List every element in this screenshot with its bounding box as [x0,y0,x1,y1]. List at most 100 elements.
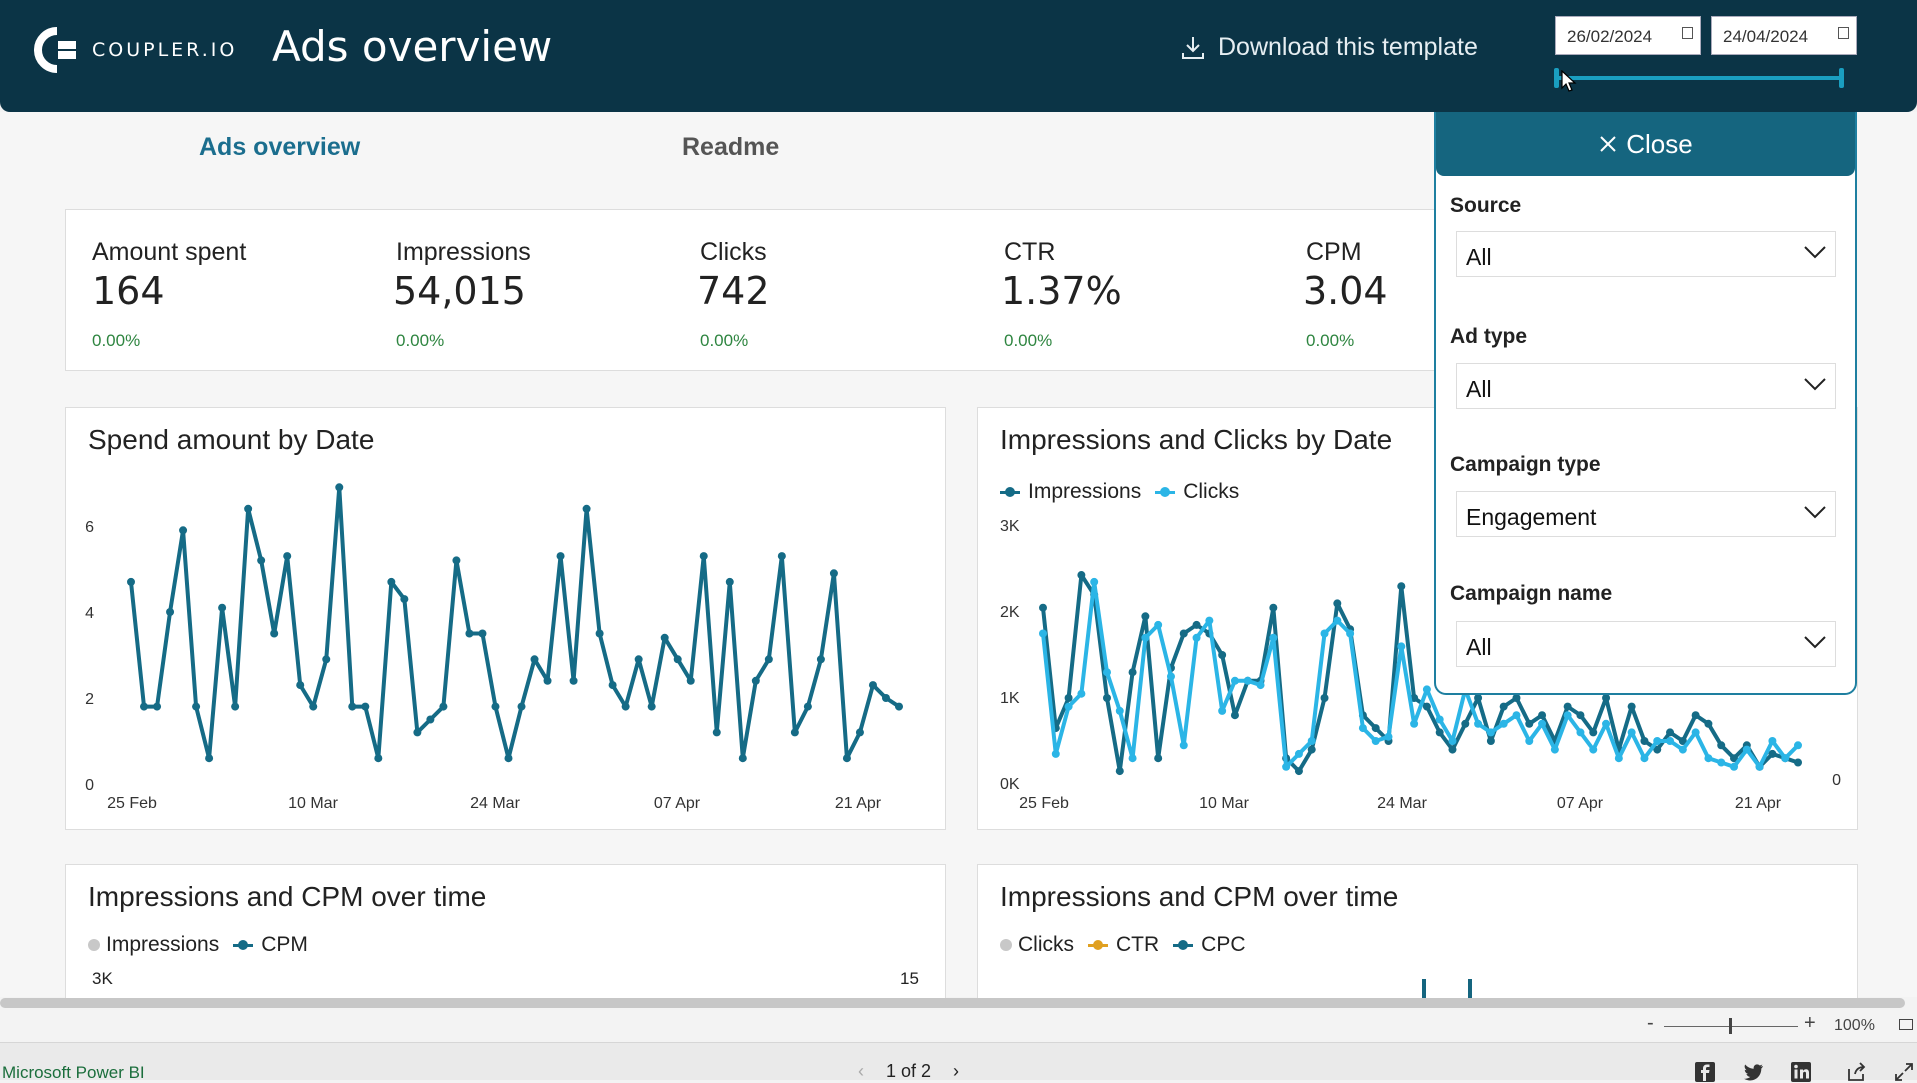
clicks-point[interactable] [1090,577,1099,586]
campaign-type-dropdown[interactable]: Engagement [1456,491,1836,537]
spend-point[interactable] [205,754,214,763]
spend-point[interactable] [244,504,253,513]
impressions-point[interactable] [1371,724,1380,733]
clicks-point[interactable] [1589,745,1598,754]
impressions-point[interactable] [1397,582,1406,591]
impressions-point[interactable] [1666,728,1675,737]
spend-point[interactable] [530,655,539,664]
spend-point[interactable] [699,552,708,561]
clicks-point[interactable] [1550,745,1559,754]
spend-point[interactable] [283,552,292,561]
spend-point[interactable] [686,676,695,685]
spend-point[interactable] [504,754,513,763]
impressions-point[interactable] [1077,571,1086,580]
impressions-point[interactable] [1154,754,1163,763]
impressions-point[interactable] [1499,702,1508,711]
spend-point[interactable] [543,676,552,685]
spend-point[interactable] [608,681,617,690]
impressions-point[interactable] [1435,728,1444,737]
spend-point[interactable] [218,603,227,612]
clicks-point[interactable] [1333,616,1342,625]
spend-point[interactable] [829,569,838,578]
clicks-point[interactable] [1166,672,1175,681]
spend-point[interactable] [348,702,357,711]
spend-point[interactable] [335,483,344,492]
spend-point[interactable] [439,702,448,711]
clicks-point[interactable] [1538,719,1547,728]
spend-point[interactable] [855,728,864,737]
spend-point[interactable] [374,754,383,763]
clicks-point[interactable] [1666,737,1675,745]
impressions-point[interactable] [1589,728,1598,737]
impressions-clicks-chart[interactable]: 0K 1K 2K 3K 0 25 Feb 10 Mar 24 Mar 07 Apr 21 Apr [978,408,1857,829]
clicks-point[interactable] [1576,728,1585,737]
impressions-point[interactable] [1128,668,1137,677]
clicks-point[interactable] [1525,737,1534,745]
spend-point[interactable] [725,577,734,586]
spend-point[interactable] [309,702,318,711]
clicks-point[interactable] [1371,737,1380,745]
impressions-point[interactable] [1422,702,1431,711]
impressions-point[interactable] [1115,767,1124,776]
clicks-point[interactable] [1448,737,1457,745]
zoom-in-button[interactable]: + [1804,1012,1816,1034]
spend-point[interactable] [647,702,656,711]
impressions-point[interactable] [1602,694,1611,702]
spend-point[interactable] [413,728,422,737]
spend-point[interactable] [895,702,903,711]
clicks-point[interactable] [1602,719,1611,728]
spend-point[interactable] [777,552,786,561]
impressions-point[interactable] [1461,719,1470,728]
calendar-icon[interactable] [1838,27,1849,39]
previous-page-icon[interactable]: ‹ [858,1061,864,1081]
date-slider-end-handle[interactable] [1839,68,1844,88]
clicks-point[interactable] [1794,741,1802,750]
spend-point[interactable] [751,676,760,685]
fullscreen-icon[interactable] [1893,1061,1915,1083]
clicks-point[interactable] [1077,689,1086,698]
clicks-point[interactable] [1614,754,1623,763]
ad-type-dropdown[interactable]: All [1456,363,1836,409]
impressions-point[interactable] [1307,745,1316,754]
spend-point[interactable] [452,556,461,565]
spend-point[interactable] [322,655,331,664]
close-button[interactable]: Close [1436,112,1855,176]
impressions-point[interactable] [1538,711,1547,720]
clicks-point[interactable] [1768,737,1777,745]
impressions-point[interactable] [1627,702,1636,711]
spend-point[interactable] [270,629,279,638]
impressions-point[interactable] [1448,745,1457,754]
clicks-point[interactable] [1474,719,1483,728]
clicks-point[interactable] [1205,616,1214,625]
spend-point[interactable] [764,655,773,664]
impressions-point[interactable] [1474,694,1483,702]
next-page-icon[interactable]: › [953,1061,960,1081]
clicks-point[interactable] [1397,642,1406,651]
spend-point[interactable] [556,552,565,561]
tab-readme[interactable]: Readme [682,133,780,161]
impressions-point[interactable] [1794,758,1802,767]
impressions-point[interactable] [1039,603,1047,612]
clicks-point[interactable] [1269,633,1278,642]
tab-ads-overview[interactable]: Ads overview [199,133,361,161]
impressions-point[interactable] [1512,694,1521,702]
clicks-point[interactable] [1512,711,1521,720]
spend-point[interactable] [465,629,474,638]
spend-point[interactable] [673,655,682,664]
source-dropdown[interactable]: All [1456,231,1836,277]
zoom-slider-handle[interactable] [1729,1018,1732,1034]
clicks-point[interactable] [1051,749,1060,758]
spend-point[interactable] [517,702,526,711]
impressions-point[interactable] [1269,603,1278,612]
clicks-point[interactable] [1781,754,1790,763]
end-date-input[interactable]: 24/04/2024 [1711,16,1857,55]
impressions-point[interactable] [1192,620,1201,629]
impressions-point[interactable] [1525,719,1534,728]
clicks-point[interactable] [1179,741,1188,750]
clicks-point[interactable] [1653,737,1662,745]
clicks-point[interactable] [1230,676,1239,685]
date-slider-start-handle[interactable] [1554,68,1559,88]
clicks-point[interactable] [1320,629,1329,638]
clicks-point[interactable] [1192,633,1201,642]
clicks-point[interactable] [1256,681,1265,690]
